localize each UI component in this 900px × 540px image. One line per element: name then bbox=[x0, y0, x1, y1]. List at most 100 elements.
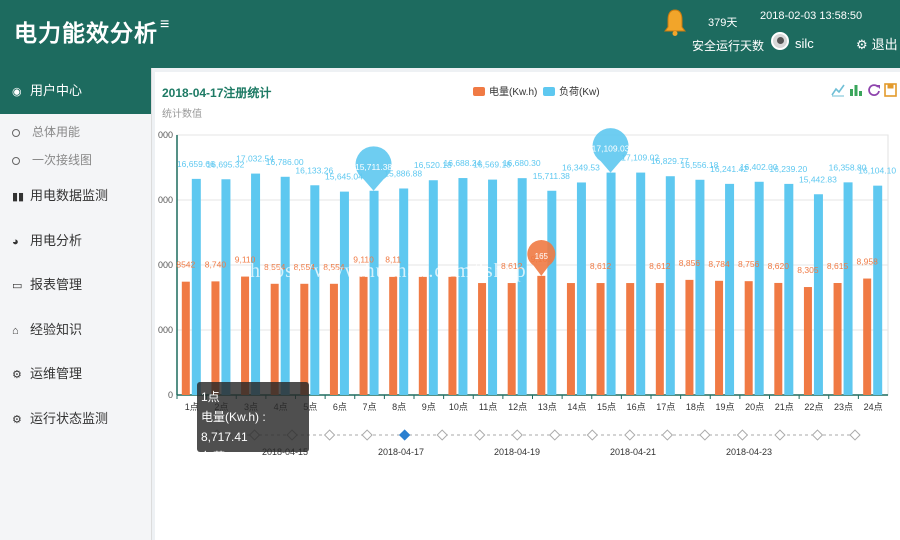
menu-toggle-icon[interactable]: ≡ bbox=[160, 16, 170, 33]
timeline-point bbox=[323, 429, 336, 441]
sidebar-item-power-analysis[interactable]: ◕ 用电分析 bbox=[0, 219, 151, 264]
sidebar-subitem-overall-energy[interactable]: 总体用能 bbox=[0, 118, 151, 146]
timeline-point bbox=[736, 429, 749, 441]
timeline-point bbox=[849, 429, 861, 441]
chart-panel: 2018-04-17注册统计 统计数值 电量(Kw.h) 负荷(Kw) 0 000… bbox=[155, 72, 900, 540]
x-tick-label: 7点 bbox=[363, 402, 377, 412]
mark-point-label: 15,711.38 bbox=[355, 162, 392, 172]
sidebar-item-label: 用电分析 bbox=[30, 232, 83, 248]
timeline-label: 2018-04-21 bbox=[610, 447, 656, 457]
load-data-label: 16,239.20 bbox=[769, 164, 807, 174]
load-data-label: 16,680.30 bbox=[503, 158, 541, 168]
energy-data-label: 9,110 bbox=[353, 255, 374, 265]
legend-label: 电量(Kw.h) bbox=[489, 87, 538, 98]
x-tick-label: 17点 bbox=[656, 402, 675, 412]
energy-bar bbox=[715, 280, 724, 395]
energy-data-label: 8,612 bbox=[590, 261, 612, 271]
sidebar-item-label: 经验知识 bbox=[30, 321, 83, 337]
y-tick-label: 000 bbox=[158, 260, 173, 270]
circle-icon bbox=[12, 156, 20, 165]
timeline-point bbox=[511, 429, 523, 441]
avatar[interactable] bbox=[771, 32, 789, 50]
timeline-point bbox=[474, 429, 486, 441]
x-tick-label: 15点 bbox=[597, 402, 616, 412]
energy-bar bbox=[211, 281, 220, 395]
energy-bar bbox=[774, 282, 783, 395]
energy-data-label: 8,615 bbox=[827, 261, 849, 271]
x-tick-label: 20点 bbox=[745, 402, 764, 412]
x-tick-label: 1点 bbox=[185, 402, 199, 412]
load-data-label: 16,133.26 bbox=[295, 165, 333, 175]
energy-bar bbox=[863, 278, 872, 395]
gears-icon: ⚙ bbox=[856, 37, 868, 52]
energy-bar bbox=[389, 276, 398, 395]
energy-data-label: 8,612 bbox=[649, 261, 671, 271]
sidebar-item-report-management[interactable]: ▭ 报表管理 bbox=[0, 263, 151, 308]
mark-point bbox=[592, 128, 629, 173]
mark-point-label: 17,109.03 bbox=[592, 144, 630, 154]
energy-data-label: 8,554 bbox=[323, 262, 345, 272]
load-bar bbox=[725, 183, 735, 395]
save-icon[interactable] bbox=[884, 83, 897, 100]
energy-bar bbox=[596, 283, 605, 395]
app-title: 电力能效分析 bbox=[14, 20, 158, 46]
x-tick-label: 13点 bbox=[538, 402, 557, 412]
x-tick-label: 23点 bbox=[834, 402, 853, 412]
line-chart-icon[interactable] bbox=[831, 83, 845, 100]
bell-icon[interactable] bbox=[664, 8, 686, 36]
load-bar bbox=[665, 176, 675, 395]
load-bar bbox=[843, 182, 853, 395]
sidebar-item-experience[interactable]: ⌂ 经验知识 bbox=[0, 308, 151, 353]
legend-swatch bbox=[543, 87, 555, 96]
refresh-icon[interactable] bbox=[867, 83, 881, 100]
x-tick-label: 11点 bbox=[479, 402, 497, 412]
sidebar-subitem-label: 总体用能 bbox=[32, 125, 81, 139]
timeline-point bbox=[774, 429, 786, 441]
sidebar-subitem-label: 一次接线图 bbox=[32, 153, 93, 167]
energy-data-label: 8,11 bbox=[385, 255, 401, 265]
load-bar bbox=[399, 188, 409, 395]
energy-bar bbox=[181, 281, 190, 395]
energy-bar bbox=[566, 283, 575, 395]
load-bar bbox=[191, 178, 201, 395]
safe-days-label: 安全运行天数 bbox=[692, 39, 765, 53]
bar-chart-icon: ▮▮ bbox=[12, 191, 25, 203]
x-tick-label: 22点 bbox=[804, 402, 823, 412]
timeline-point bbox=[699, 429, 711, 441]
sidebar: ◉ 用户中心 总体用能 一次接线图 ▮▮ 用电数据监测 ◕ 用电分析 ▭ 报表管理 ⌂ 经… bbox=[0, 68, 152, 540]
legend-item-energy[interactable]: 电量(Kw.h) bbox=[473, 83, 537, 98]
logout-label: 退出 bbox=[871, 37, 898, 52]
timeline-point bbox=[549, 429, 561, 441]
sidebar-item-maintenance[interactable]: ⚙ 运维管理 bbox=[0, 352, 151, 397]
load-bar bbox=[310, 185, 320, 395]
sidebar-item-status-monitoring[interactable]: ⚙ 运行状态监测 bbox=[0, 397, 151, 442]
tooltip-title: 1点 bbox=[201, 390, 220, 404]
legend-item-load[interactable]: 负荷(Kw) bbox=[543, 83, 600, 98]
energy-bar bbox=[478, 283, 487, 395]
sidebar-item-label: 用电数据监测 bbox=[30, 188, 109, 203]
logout-button[interactable]: ⚙ 退出 bbox=[856, 34, 898, 53]
sidebar-item-power-monitoring[interactable]: ▮▮ 用电数据监测 bbox=[0, 174, 151, 219]
load-data-label: 15,442.83 bbox=[799, 174, 837, 184]
load-bar bbox=[517, 178, 527, 395]
laptop-icon: ▭ bbox=[12, 280, 23, 292]
username[interactable]: silc bbox=[795, 36, 814, 51]
load-bar bbox=[251, 173, 261, 395]
x-tick-label: 19点 bbox=[716, 402, 735, 412]
energy-data-label: 9,110 bbox=[235, 255, 256, 265]
load-data-label: 17,109.02 bbox=[621, 153, 659, 163]
energy-bar bbox=[744, 281, 753, 395]
load-bar bbox=[547, 190, 557, 395]
bar-chart-icon[interactable] bbox=[849, 83, 863, 100]
load-bar bbox=[873, 185, 883, 395]
energy-data-label: 8,740 bbox=[205, 259, 227, 269]
x-tick-label: 6点 bbox=[333, 402, 347, 412]
energy-bar bbox=[833, 283, 842, 395]
sidebar-subitem-wiring-diagram[interactable]: 一次接线图 bbox=[0, 146, 151, 174]
load-data-label: 16,569.18 bbox=[473, 160, 511, 170]
x-tick-label: 16点 bbox=[627, 402, 646, 412]
load-data-label: 15,645.04 bbox=[325, 172, 363, 182]
energy-bar bbox=[655, 283, 664, 395]
sidebar-item-user-center[interactable]: ◉ 用户中心 bbox=[0, 68, 151, 114]
mark-point-label: 165 bbox=[535, 252, 549, 261]
